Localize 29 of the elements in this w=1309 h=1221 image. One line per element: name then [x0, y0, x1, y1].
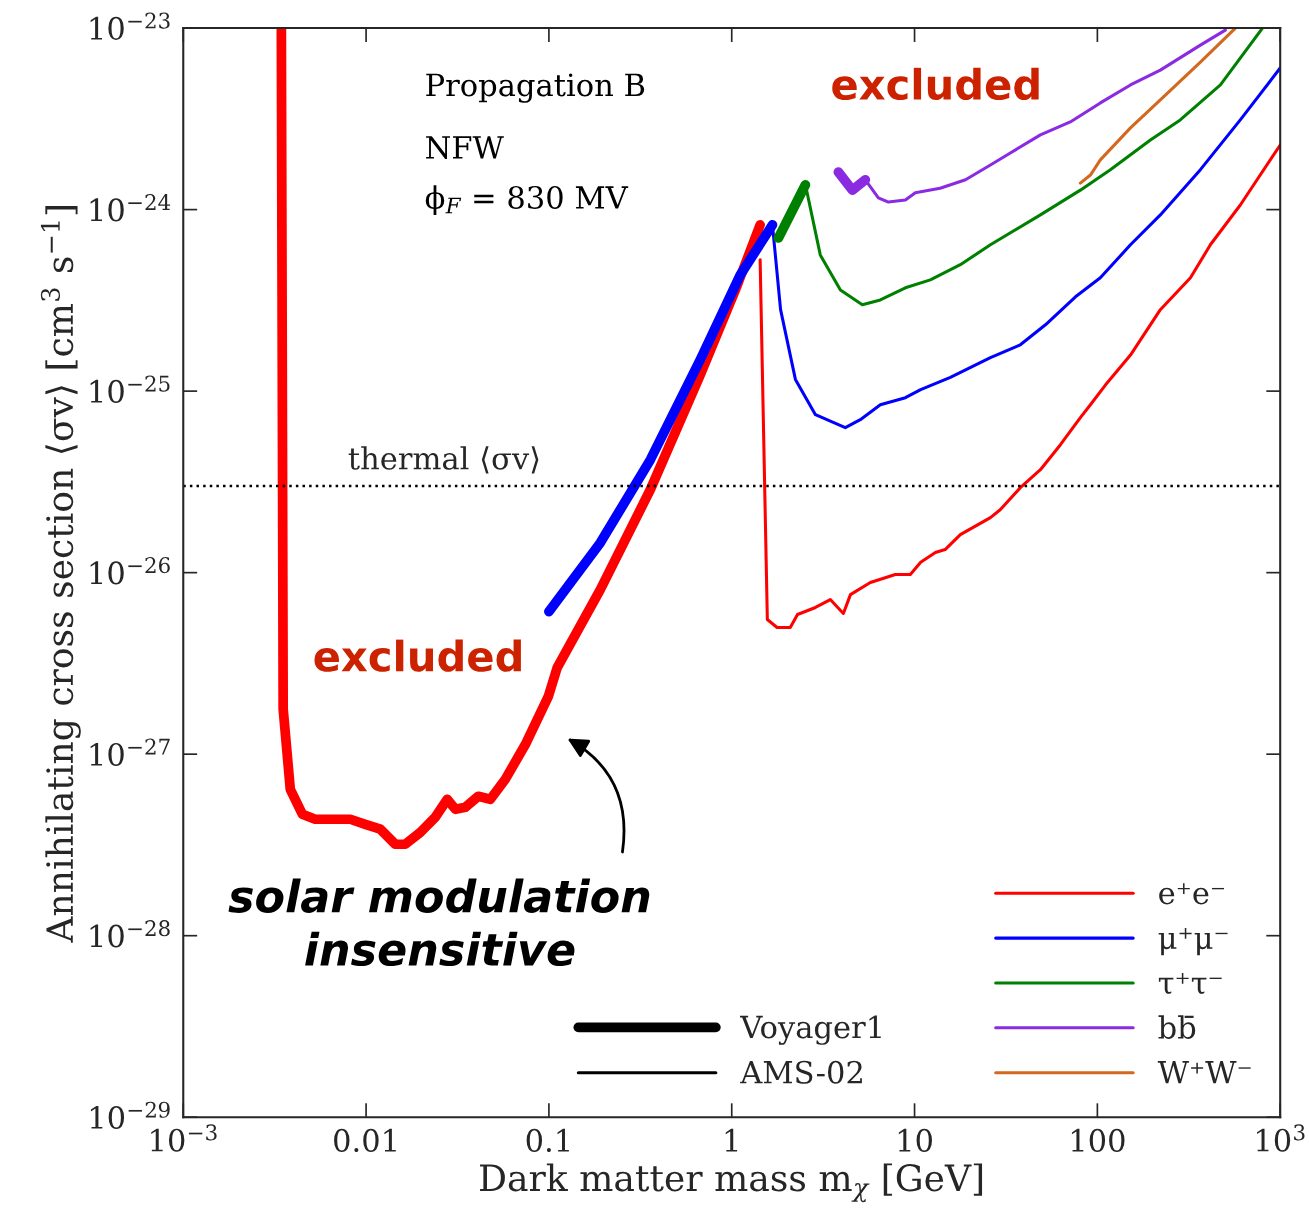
x-tick-label: 100	[1071, 1128, 1125, 1152]
legend-label: bb̄	[1158, 1015, 1196, 1039]
y-tick-label: 10$^{−25}$	[90, 375, 170, 403]
legend-label: W⁺W⁻	[1157, 1061, 1251, 1084]
legend-label: τ⁺τ⁻	[1158, 972, 1222, 994]
annotation: excluded	[832, 67, 1039, 101]
y-tick-label: 10$^{−28}$	[90, 920, 170, 948]
y-tick-label: 10$^{−27}$	[90, 738, 170, 766]
x-tick-label: 0.1	[526, 1128, 569, 1152]
x-tick-label: 0.01	[334, 1128, 396, 1152]
annotation: excluded	[314, 639, 521, 672]
annotation: solar modulation insensitive	[228, 878, 650, 967]
y-tick-label: 10$^{−24}$	[90, 194, 171, 222]
x-tick-label: 1	[725, 1128, 738, 1152]
x-tick-label: 10$^{3}$	[1257, 1124, 1305, 1152]
y-axis-title: Annihilating cross section ⟨σv⟩ [cm$^{3}$ s$^{−1}$]	[40, 206, 81, 943]
y-tick-label: 10$^{−26}$	[90, 557, 170, 585]
annotation: Voyager1	[739, 1015, 881, 1045]
y-tick-label: 10$^{−23}$	[90, 12, 170, 40]
annotation: Propagation B	[426, 73, 645, 103]
x-tick-label: 10	[898, 1128, 932, 1152]
annotation: AMS-02	[740, 1060, 862, 1084]
annotation: NFW	[426, 136, 504, 159]
x-axis-title: Dark matter mass m$_{χ}$ [GeV]	[480, 1163, 983, 1203]
x-tick-label: 10$^{−3}$	[151, 1124, 217, 1152]
legend-label: e⁺e⁻	[1159, 883, 1225, 905]
ref-line-label: thermal ⟨σv⟩	[348, 446, 539, 474]
legend-label: μ⁺μ⁻	[1158, 928, 1228, 956]
annotation: ϕ$_{F}$ = 830 MV	[425, 185, 629, 215]
